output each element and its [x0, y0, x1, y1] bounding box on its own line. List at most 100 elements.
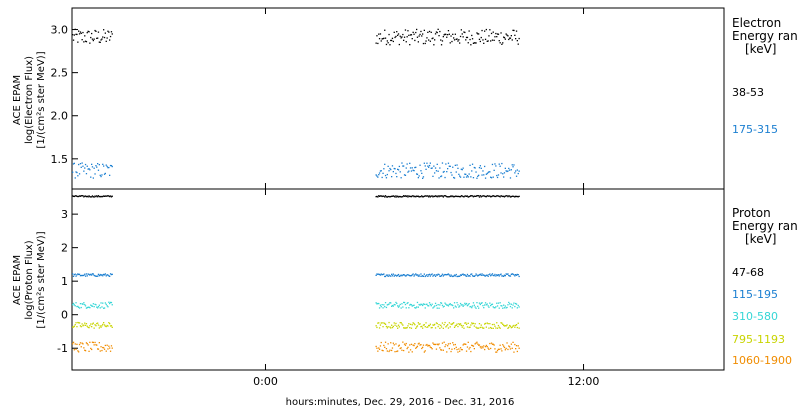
electron-series-0-point [465, 39, 467, 41]
proton-ytick-label: 2 [61, 242, 68, 255]
proton-series-4-point [423, 351, 425, 353]
electron-series-0-point [379, 33, 382, 35]
proton-series-1-point [470, 273, 472, 275]
proton-series-2-point [442, 306, 444, 308]
proton-series-0-point [407, 196, 409, 198]
proton-series-0-point [404, 195, 407, 197]
proton-series-4-point [398, 344, 400, 346]
proton-series-1-point [85, 273, 88, 275]
proton-series-1-point [109, 275, 111, 277]
electron-series-1-point [466, 175, 469, 177]
proton-series-3-point [427, 326, 429, 328]
electron-series-1-point [91, 166, 94, 168]
proton-series-1-point [376, 273, 378, 275]
proton-series-4-point [410, 343, 413, 345]
proton-series-0-point [446, 196, 448, 198]
proton-series-0-point [403, 195, 406, 197]
electron-series-0-point [391, 37, 394, 39]
proton-series-0-point [468, 196, 470, 198]
proton-series-2-point [494, 307, 496, 309]
proton-series-3-point [86, 325, 88, 327]
proton-series-4-point [453, 348, 456, 350]
proton-series-4-point [91, 341, 94, 343]
proton-series-2-point [495, 306, 497, 308]
proton-series-3-point [391, 324, 393, 326]
proton-series-0-point [385, 196, 388, 198]
electron-series-0-point [484, 38, 487, 40]
electron-series-1-point [403, 174, 406, 176]
proton-series-3-point [103, 322, 105, 324]
electron-series-1-point [476, 177, 478, 179]
proton-series-2-point [107, 306, 109, 308]
proton-series-0-point [84, 195, 86, 197]
electron-series-1-point [474, 167, 476, 169]
proton-series-4-point [400, 347, 402, 349]
proton-series-4-point [509, 346, 511, 348]
proton-series-0-point [505, 195, 507, 197]
electron-series-1-point [101, 174, 103, 176]
proton-series-0-point [484, 195, 486, 197]
proton-series-0-point [477, 195, 479, 197]
proton-series-4-point [99, 350, 101, 352]
x-axis-label: hours:minutes, Dec. 29, 2016 - Dec. 31, … [286, 397, 515, 408]
proton-series-4-point [97, 348, 99, 350]
electron-series-1-point [78, 163, 80, 166]
proton-series-2-point [103, 307, 106, 309]
proton-series-4-point [102, 346, 104, 349]
electron-series-1-point [405, 167, 407, 169]
electron-series-1-point [459, 176, 462, 178]
proton-series-2-point [463, 304, 465, 306]
proton-series-3-point [106, 324, 108, 327]
proton-series-2-point [501, 305, 503, 307]
proton-series-0-point [429, 196, 431, 198]
proton-series-4-point [100, 346, 102, 348]
proton-series-4-point [395, 343, 397, 345]
proton-series-3-point [491, 323, 494, 326]
proton-series-1-point [449, 275, 451, 277]
proton-series-0-point [376, 195, 378, 198]
electron-series-1-point [418, 175, 420, 177]
proton-series-2-point [491, 303, 494, 305]
electron-series-0-point [492, 31, 494, 33]
proton-series-0-point [428, 196, 430, 198]
proton-series-2-point [404, 303, 407, 306]
electron-series-0-point [451, 40, 453, 43]
proton-series-3-point [407, 325, 409, 327]
electron-series-1-point [400, 177, 402, 179]
proton-series-3-point [500, 322, 502, 324]
proton-series-2-point [484, 304, 486, 306]
proton-series-3-point [73, 325, 75, 327]
proton-series-3-point [417, 322, 419, 324]
proton-series-3-point [518, 327, 520, 329]
proton-series-3-point [495, 327, 497, 329]
proton-series-4-point [73, 349, 75, 351]
proton-series-2-point [73, 304, 75, 306]
electron-series-1-point [488, 171, 490, 173]
electron-series-0-point [401, 36, 403, 38]
electron-series-0-point [511, 39, 513, 41]
electron-series-1-point [104, 172, 106, 175]
proton-series-1-point [434, 275, 437, 277]
proton-series-1-point [408, 274, 410, 276]
proton-series-3-point [490, 327, 493, 329]
electron-series-0-point [396, 31, 398, 33]
electron-series-0-point [477, 33, 479, 35]
electron-series-1-point [467, 176, 469, 178]
electron-series-0-point [461, 33, 463, 35]
electron-series-0-point [417, 41, 419, 43]
proton-series-0-point [462, 195, 464, 198]
proton-series-4-point [458, 348, 460, 350]
electron-series-1-point [428, 166, 430, 168]
proton-series-1-point [480, 274, 482, 276]
proton-series-0-point [97, 195, 100, 197]
proton-series-3-point [426, 326, 428, 328]
proton-series-2-point [413, 304, 415, 306]
proton-series-3-point [395, 322, 397, 325]
proton-series-1-point [453, 275, 455, 277]
proton-series-3-point [441, 322, 444, 324]
electron-series-1-point [422, 177, 424, 179]
proton-series-1-point [416, 274, 419, 276]
electron-series-1-point [92, 177, 94, 179]
electron-series-1-point [439, 167, 441, 169]
electron-series-1-point [408, 170, 410, 172]
